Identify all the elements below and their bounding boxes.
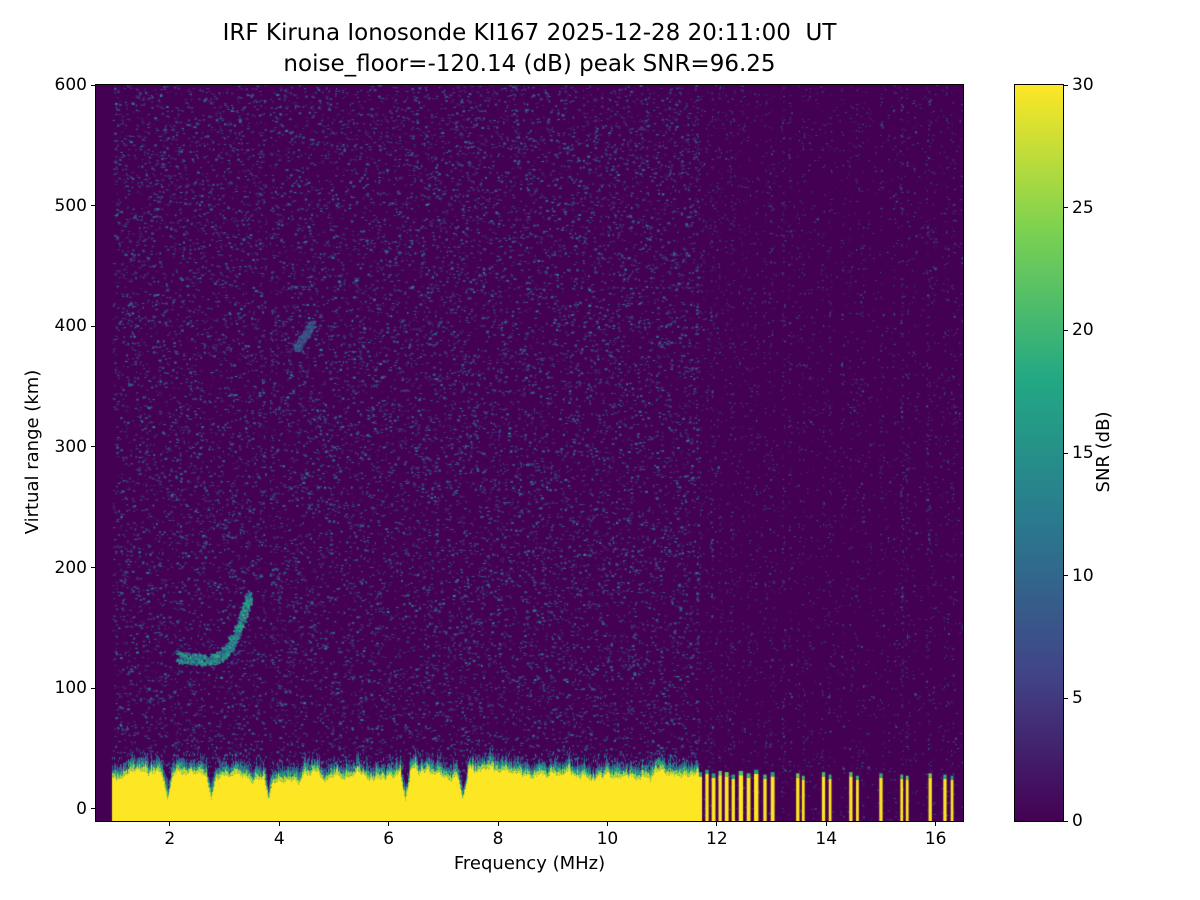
colorbar-tick-mark bbox=[1064, 329, 1068, 331]
colorbar-tick-label: 15 bbox=[1072, 443, 1094, 463]
x-tick-label: 12 bbox=[706, 829, 728, 849]
y-tick-mark bbox=[91, 205, 95, 207]
y-tick-label: 300 bbox=[54, 436, 87, 457]
x-tick-label: 8 bbox=[492, 829, 504, 849]
x-axis-label: Frequency (MHz) bbox=[453, 853, 606, 874]
x-tick-mark bbox=[935, 822, 937, 826]
y-tick-label: 500 bbox=[54, 195, 87, 216]
y-tick-mark bbox=[91, 808, 95, 810]
colorbar-tick-mark bbox=[1064, 575, 1068, 577]
x-tick-mark bbox=[497, 822, 499, 826]
colorbar-tick-mark bbox=[1064, 697, 1068, 699]
x-tick-mark bbox=[278, 822, 280, 826]
y-tick-mark bbox=[91, 687, 95, 689]
y-tick-mark bbox=[91, 446, 95, 448]
colorbar-gradient bbox=[1015, 85, 1063, 821]
x-tick-label: 2 bbox=[164, 829, 176, 849]
x-tick-mark bbox=[825, 822, 827, 826]
y-tick-label: 0 bbox=[76, 798, 87, 819]
x-tick-mark bbox=[606, 822, 608, 826]
colorbar-tick-mark bbox=[1064, 452, 1068, 454]
chart-title: IRF Kiruna Ionosonde KI167 2025-12-28 20… bbox=[222, 20, 837, 46]
x-tick-label: 6 bbox=[383, 829, 395, 849]
y-tick-mark bbox=[91, 84, 95, 86]
x-tick-label: 4 bbox=[273, 829, 285, 849]
y-tick-mark bbox=[91, 325, 95, 327]
chart-subtitle: noise_floor=-120.14 (dB) peak SNR=96.25 bbox=[283, 51, 776, 77]
x-tick-mark bbox=[388, 822, 390, 826]
colorbar bbox=[1014, 84, 1064, 822]
x-tick-mark bbox=[169, 822, 171, 826]
y-tick-label: 600 bbox=[54, 75, 87, 95]
colorbar-tick-mark bbox=[1064, 207, 1068, 209]
colorbar-tick-label: 0 bbox=[1072, 811, 1083, 831]
x-tick-label: 16 bbox=[924, 829, 947, 849]
colorbar-tick-label: 25 bbox=[1072, 197, 1094, 218]
plot-area bbox=[95, 84, 964, 822]
colorbar-tick-mark bbox=[1064, 820, 1068, 822]
colorbar-tick-mark bbox=[1064, 84, 1068, 86]
x-tick-label: 10 bbox=[596, 829, 619, 849]
x-tick-label: 14 bbox=[815, 829, 838, 849]
y-tick-mark bbox=[91, 567, 95, 569]
colorbar-tick-label: 10 bbox=[1072, 565, 1094, 586]
x-tick-mark bbox=[716, 822, 718, 826]
y-tick-label: 200 bbox=[54, 557, 87, 578]
ionogram-canvas bbox=[96, 85, 963, 821]
colorbar-tick-label: 5 bbox=[1072, 688, 1083, 709]
y-tick-label: 400 bbox=[54, 316, 87, 337]
colorbar-tick-label: 30 bbox=[1072, 75, 1094, 95]
y-tick-label: 100 bbox=[54, 678, 87, 699]
colorbar-tick-label: 20 bbox=[1072, 320, 1094, 341]
